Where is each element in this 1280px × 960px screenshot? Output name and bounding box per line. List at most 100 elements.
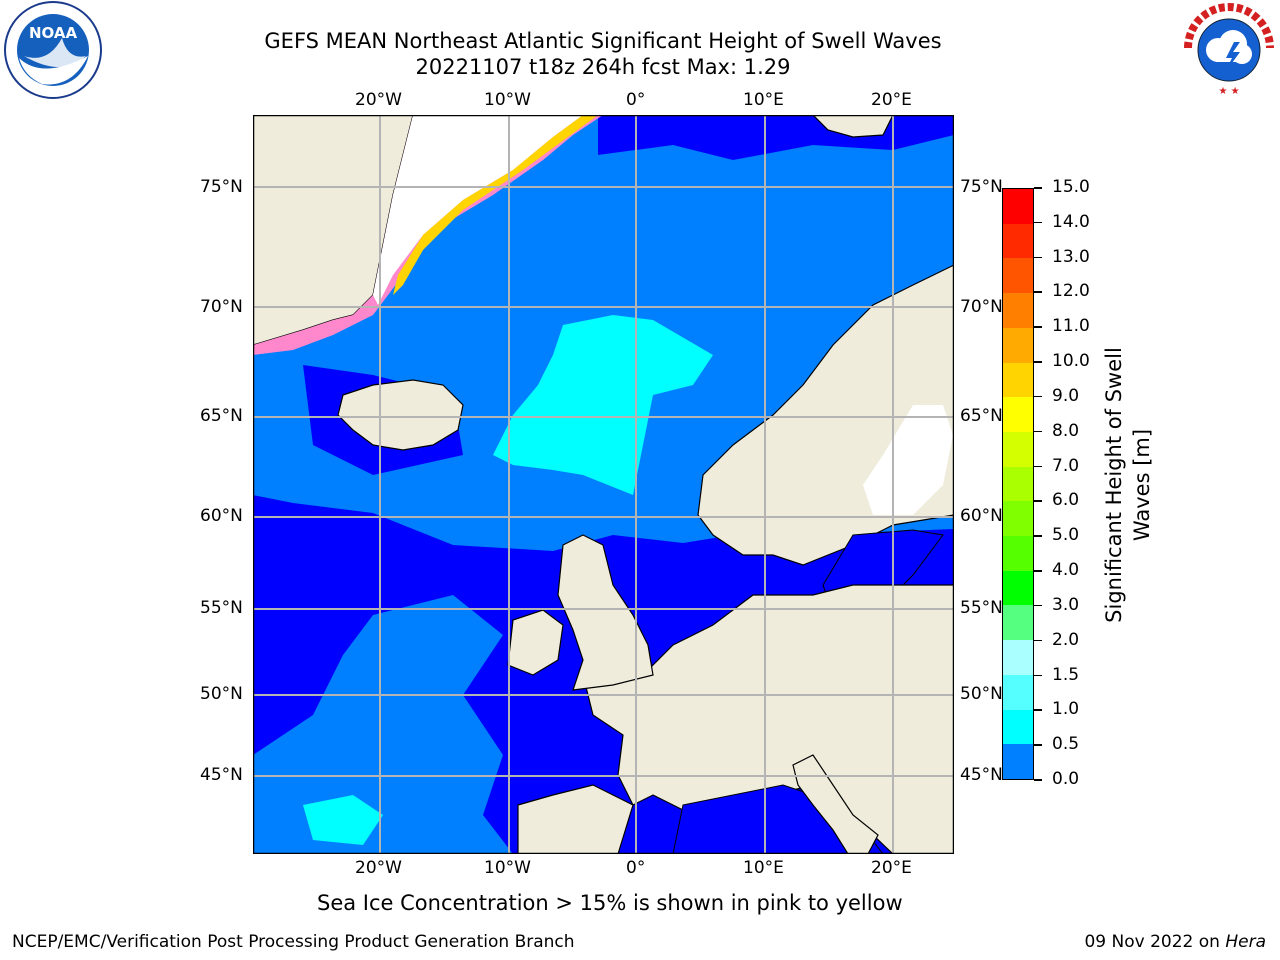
colorbar-label-text: Significant Height of Swell Waves [m] [1102,347,1154,623]
swell-patch-cyan-sw [303,795,383,845]
colorbar-tick-label: 11.0 [1052,316,1090,337]
colorbar-tick-mark [1034,187,1042,189]
colorbar-tick-mark [1034,291,1042,293]
lat-label-left-60n: 60°N [200,506,243,526]
swell-band-mid-south [253,595,513,854]
colorbar-tick-label: 12.0 [1052,281,1090,302]
lon-label-bottom-0: 0° [626,858,646,878]
colorbar-swatch [1003,431,1033,467]
colorbar-swatch [1003,501,1033,537]
lon-label-bottom-10w: 10°W [484,858,531,878]
lat-label-right-45n: 45°N [960,765,1003,785]
colorbar-tick-label: 6.0 [1052,490,1080,511]
chart-subtitle: 20221107 t18z 264h fcst Max: 1.29 [415,55,791,79]
colorbar-swatch [1003,362,1033,398]
map-svg [252,114,955,855]
colorbar-swatch [1003,293,1033,328]
lat-label-right-70n: 70°N [960,297,1003,317]
colorbar-swatch [1003,536,1033,571]
colorbar-tick-label: 10.0 [1052,351,1090,372]
lat-label-right-60n: 60°N [960,506,1003,526]
colorbar-tick-mark [1034,709,1042,711]
lat-label-left-70n: 70°N [200,297,243,317]
lat-label-left-55n: 55°N [200,598,243,618]
colorbar-tick-mark [1034,221,1042,224]
colorbar-tick-mark [1034,256,1042,259]
land-great-britain [557,534,654,691]
footer-date: 09 Nov 2022 on Hera [1084,932,1266,952]
sea-ice-caption: Sea Ice Concentration > 15% is shown in … [317,891,903,915]
chart-title: GEFS MEAN Northeast Atlantic Significant… [264,29,942,53]
colorbar-swatch [1003,674,1033,710]
colorbar-tick-mark [1034,744,1042,746]
colorbar-swatch [1003,709,1033,745]
lat-label-right-50n: 50°N [960,684,1003,704]
lat-label-right-65n: 65°N [960,406,1003,426]
colorbar-tick-mark [1034,326,1042,328]
lat-label-right-75n: 75°N [960,177,1003,197]
sea-ice-baltic [863,405,953,515]
lon-label-bottom-20w: 20°W [355,858,402,878]
land-iceland [337,379,464,451]
colorbar-tick-label: 14.0 [1052,211,1090,232]
colorbar-swatch [1003,397,1033,432]
footer-host: Hera [1225,932,1266,952]
lat-label-right-55n: 55°N [960,598,1003,618]
colorbar-swatch [1003,640,1033,675]
noaa-logo: NOAA [2,0,104,100]
colorbar-tick-mark [1034,500,1042,502]
colorbar-swatch [1003,605,1033,641]
colorbar-tick-mark [1034,465,1042,468]
colorbar-swatch [1003,570,1033,606]
colorbar-tick-label: 5.0 [1052,525,1080,546]
colorbar-tick-mark [1034,430,1042,433]
colorbar-swatch [1003,189,1033,224]
colorbar-swatch [1003,258,1033,294]
colorbar-tick-mark [1034,535,1042,537]
lon-label-top-10e: 10°E [743,90,784,110]
nws-logo: ★ ★ [1178,0,1280,100]
lon-label-top-10w: 10°W [484,90,531,110]
footer-date-text: 09 Nov 2022 on [1084,932,1226,952]
colorbar [1002,188,1034,780]
colorbar-tick-label: 2.0 [1052,629,1080,650]
noaa-logo-text: NOAA [29,24,78,42]
lat-label-left-75n: 75°N [200,177,243,197]
colorbar-tick-label: 7.0 [1052,455,1080,476]
lat-label-left-50n: 50°N [200,684,243,704]
svg-text:★ ★: ★ ★ [1218,86,1239,97]
lon-label-top-20e: 20°E [871,90,912,110]
footer-credit: NCEP/EMC/Verification Post Processing Pr… [12,932,575,952]
lon-label-bottom-20e: 20°E [871,858,912,878]
colorbar-swatch [1003,744,1033,779]
colorbar-tick-mark [1034,674,1042,677]
colorbar-tick-label: 1.0 [1052,699,1080,720]
colorbar-tick-label: 3.0 [1052,594,1080,615]
colorbar-tick-label: 13.0 [1052,246,1090,267]
colorbar-tick-label: 9.0 [1052,385,1080,406]
sea-ice-white [373,115,583,305]
lat-label-left-65n: 65°N [200,406,243,426]
colorbar-tick-label: 8.0 [1052,420,1080,441]
map-gridlines [253,115,954,854]
colorbar-tick-label: 0.0 [1052,769,1080,789]
colorbar-tick-mark [1034,779,1042,781]
colorbar-tick-mark [1034,570,1042,572]
lon-label-top-0: 0° [626,90,646,110]
map-frame [252,114,955,855]
colorbar-tick-label: 15.0 [1052,177,1090,197]
colorbar-swatch [1003,466,1033,502]
colorbar-tick-mark [1034,604,1042,607]
colorbar-swatch [1003,223,1033,259]
colorbar-tick-mark [1034,639,1042,642]
lat-label-left-45n: 45°N [200,765,243,785]
lon-label-bottom-10e: 10°E [743,858,784,878]
colorbar-swatch [1003,327,1033,363]
colorbar-tick-label: 4.0 [1052,560,1080,581]
colorbar-tick-label: 1.5 [1052,664,1080,685]
swell-patch-cyan-main [493,315,713,495]
map-panel [252,114,955,855]
colorbar-tick-label: 0.5 [1052,734,1080,755]
colorbar-tick-mark [1034,361,1042,363]
colorbar-swatches [1003,189,1033,779]
